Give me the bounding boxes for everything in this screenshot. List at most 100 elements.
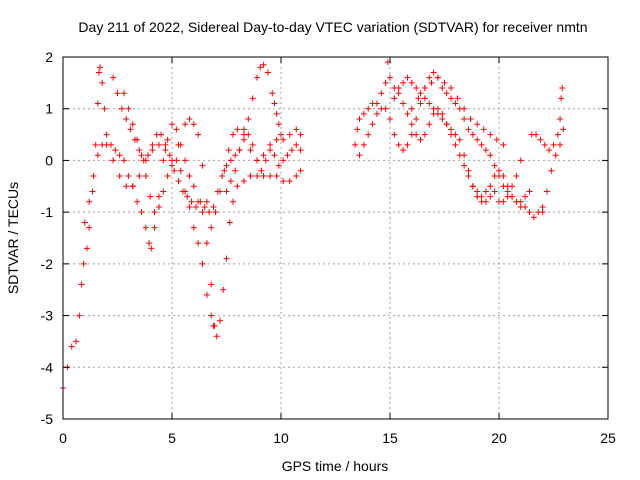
- data-point: [278, 131, 284, 138]
- data-point: [267, 147, 274, 154]
- data-point: [175, 141, 182, 148]
- data-point: [208, 312, 215, 319]
- y-tick-label: 2: [45, 49, 53, 65]
- data-point: [448, 85, 455, 92]
- data-point: [417, 100, 424, 107]
- data-point: [199, 162, 206, 169]
- data-point: [151, 209, 158, 216]
- data-point: [522, 203, 529, 210]
- data-point: [500, 183, 507, 190]
- data-point: [149, 141, 156, 148]
- data-point: [461, 152, 468, 159]
- data-point: [267, 141, 274, 148]
- x-tick-label: 20: [491, 430, 507, 446]
- data-point: [448, 126, 455, 133]
- data-point: [474, 193, 481, 200]
- data-point: [68, 343, 75, 350]
- data-point: [558, 95, 565, 102]
- data-point: [356, 116, 363, 123]
- data-point: [158, 131, 165, 138]
- data-point: [400, 79, 407, 86]
- data-point: [199, 260, 206, 267]
- data-point: [99, 79, 106, 86]
- data-point: [230, 198, 237, 205]
- data-point: [123, 183, 130, 190]
- data-point: [400, 100, 407, 107]
- data-point: [112, 147, 119, 154]
- data-point: [146, 240, 153, 247]
- data-point: [264, 69, 271, 76]
- data-point: [148, 245, 155, 252]
- data-point: [452, 131, 459, 138]
- data-point: [162, 141, 169, 148]
- data-point: [142, 224, 149, 231]
- data-point: [110, 157, 117, 164]
- data-point: [195, 240, 202, 247]
- data-point: [220, 286, 227, 293]
- data-point: [195, 131, 202, 138]
- data-point: [186, 203, 193, 210]
- data-point: [223, 162, 230, 169]
- data-point: [149, 147, 156, 154]
- data-point: [356, 152, 363, 159]
- data-point: [127, 126, 134, 133]
- data-point: [225, 147, 232, 154]
- data-point: [487, 193, 494, 200]
- data-point: [116, 152, 123, 159]
- data-point: [125, 172, 132, 179]
- data-point: [171, 167, 178, 174]
- data-point: [184, 193, 191, 200]
- data-point: [247, 147, 254, 154]
- data-point: [280, 178, 287, 185]
- data-point: [138, 209, 145, 216]
- series-satellite-track-K: [539, 126, 567, 216]
- data-point: [247, 172, 254, 179]
- data-point: [286, 131, 293, 138]
- data-point: [293, 126, 300, 133]
- data-point: [454, 95, 461, 102]
- data-point: [197, 198, 204, 205]
- data-point: [297, 147, 304, 154]
- data-point: [297, 167, 304, 174]
- y-axis-label: SDTVAR / TECUs: [5, 182, 21, 294]
- data-point: [186, 116, 193, 123]
- data-point: [537, 136, 544, 143]
- data-point: [182, 121, 189, 128]
- data-point: [114, 90, 121, 97]
- data-point: [219, 172, 226, 179]
- data-point: [382, 105, 389, 112]
- data-point: [227, 157, 234, 164]
- data-point: [210, 203, 217, 210]
- data-point: [203, 198, 210, 205]
- series-satellite-track-F: [352, 59, 546, 221]
- series-satellite-track-E: [223, 126, 304, 195]
- data-point: [206, 209, 213, 216]
- data-point: [365, 105, 372, 112]
- data-point: [145, 152, 152, 159]
- data-point: [234, 126, 241, 133]
- x-tick-label: 10: [273, 430, 289, 446]
- y-tick-label: -5: [41, 411, 54, 427]
- data-point: [221, 167, 228, 174]
- data-point: [413, 85, 420, 92]
- data-point: [400, 147, 407, 154]
- data-point: [73, 338, 80, 345]
- data-point: [226, 219, 233, 226]
- data-point: [212, 209, 219, 216]
- data-point: [86, 224, 93, 231]
- data-point: [417, 136, 424, 143]
- data-point: [245, 116, 252, 123]
- data-point: [543, 188, 550, 195]
- data-point: [208, 281, 215, 288]
- series-satellite-track-H: [391, 74, 524, 205]
- data-point: [97, 64, 104, 71]
- data-point: [230, 131, 237, 138]
- data-point: [474, 188, 481, 195]
- data-point: [182, 157, 189, 164]
- data-point: [541, 141, 548, 148]
- data-point: [517, 198, 524, 205]
- data-point: [101, 105, 108, 112]
- data-points: [60, 59, 567, 391]
- data-point: [504, 193, 511, 200]
- data-point: [129, 121, 136, 128]
